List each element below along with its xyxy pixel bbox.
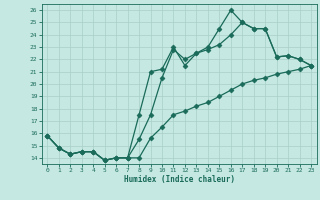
X-axis label: Humidex (Indice chaleur): Humidex (Indice chaleur) <box>124 175 235 184</box>
